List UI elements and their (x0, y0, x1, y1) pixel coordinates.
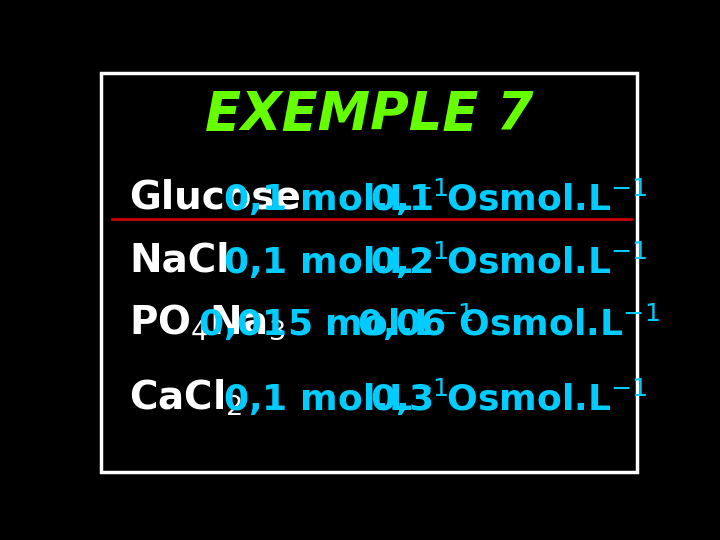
Text: CaCl$_2$: CaCl$_2$ (129, 377, 243, 417)
Text: 0,1 mol.L$^{-1}$: 0,1 mol.L$^{-1}$ (222, 177, 449, 219)
Text: 0,015 mol.L$^{-1}$: 0,015 mol.L$^{-1}$ (198, 302, 473, 343)
Text: 0,1 mol.L$^{-1}$: 0,1 mol.L$^{-1}$ (222, 240, 449, 281)
Text: EXEMPLE 7: EXEMPLE 7 (204, 89, 534, 141)
Text: 0,1 mol.L$^{-1}$: 0,1 mol.L$^{-1}$ (222, 377, 449, 418)
Text: PO$_4$Na$_3$: PO$_4$Na$_3$ (129, 303, 286, 342)
Text: 0,1 Osmol.L$^{-1}$: 0,1 Osmol.L$^{-1}$ (369, 177, 647, 219)
FancyBboxPatch shape (101, 73, 637, 472)
Text: Glucose: Glucose (129, 179, 301, 217)
Text: 0,06 Osmol.L$^{-1}$: 0,06 Osmol.L$^{-1}$ (357, 302, 660, 343)
Text: 0,3 Osmol.L$^{-1}$: 0,3 Osmol.L$^{-1}$ (369, 377, 647, 418)
Text: NaCl: NaCl (129, 241, 230, 279)
Text: 0,2 Osmol.L$^{-1}$: 0,2 Osmol.L$^{-1}$ (369, 240, 647, 281)
